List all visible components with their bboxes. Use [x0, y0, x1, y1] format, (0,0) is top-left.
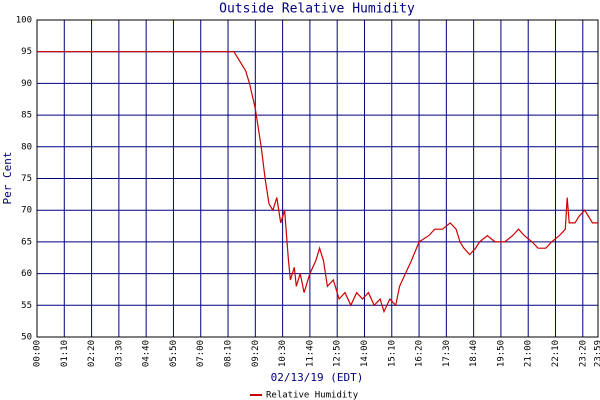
x-tick-label: 08:10 — [224, 340, 234, 367]
y-tick-label: 65 — [21, 237, 32, 247]
x-tick-label: 00:00 — [33, 340, 43, 367]
legend-label: Relative Humidity — [266, 391, 359, 400]
y-tick-label: 95 — [21, 47, 32, 57]
y-tick-label: 70 — [21, 206, 32, 216]
x-tick-label: 16:20 — [415, 340, 425, 367]
x-tick-label: 10:30 — [278, 340, 288, 367]
plot-border — [36, 19, 599, 338]
y-tick-label: 90 — [21, 79, 32, 89]
x-tick-label: 09:20 — [251, 340, 261, 367]
x-tick-label: 14:00 — [360, 340, 370, 367]
x-tick-label: 23:59 — [594, 340, 600, 367]
chart-title: Outside Relative Humidity — [219, 2, 415, 17]
y-tick-label: 55 — [21, 301, 32, 311]
x-tick-label: 03:30 — [114, 340, 124, 367]
x-tick-label: 17:30 — [442, 340, 452, 367]
x-tick-label: 11:40 — [305, 340, 315, 367]
y-tick-label: 85 — [21, 111, 32, 121]
x-tick-label: 15:10 — [387, 340, 397, 367]
x-tick-label: 22:10 — [551, 340, 561, 367]
x-axis-label: 02/13/19 (EDT) — [271, 371, 364, 384]
y-tick-label: 100 — [16, 16, 32, 26]
x-tick-label: 04:40 — [142, 340, 152, 367]
y-tick-label: 50 — [21, 333, 32, 343]
data-line — [37, 51, 598, 314]
y-tick-label: 80 — [21, 142, 32, 152]
y-tick-label: 75 — [21, 174, 32, 184]
x-tick-label: 02:20 — [87, 340, 97, 367]
x-tick-label: 01:10 — [60, 340, 70, 367]
x-tick-label: 07:00 — [196, 340, 206, 367]
x-tick-label: 12:50 — [333, 340, 343, 367]
x-tick-label: 21:00 — [524, 340, 534, 367]
y-axis-label: Per Cent — [1, 152, 14, 205]
y-tick-label: 60 — [21, 269, 32, 279]
x-tick-label: 23:20 — [578, 340, 588, 367]
x-tick-label: 18:40 — [469, 340, 479, 367]
x-tick-label: 19:50 — [496, 340, 506, 367]
x-tick-label: 05:50 — [169, 340, 179, 367]
